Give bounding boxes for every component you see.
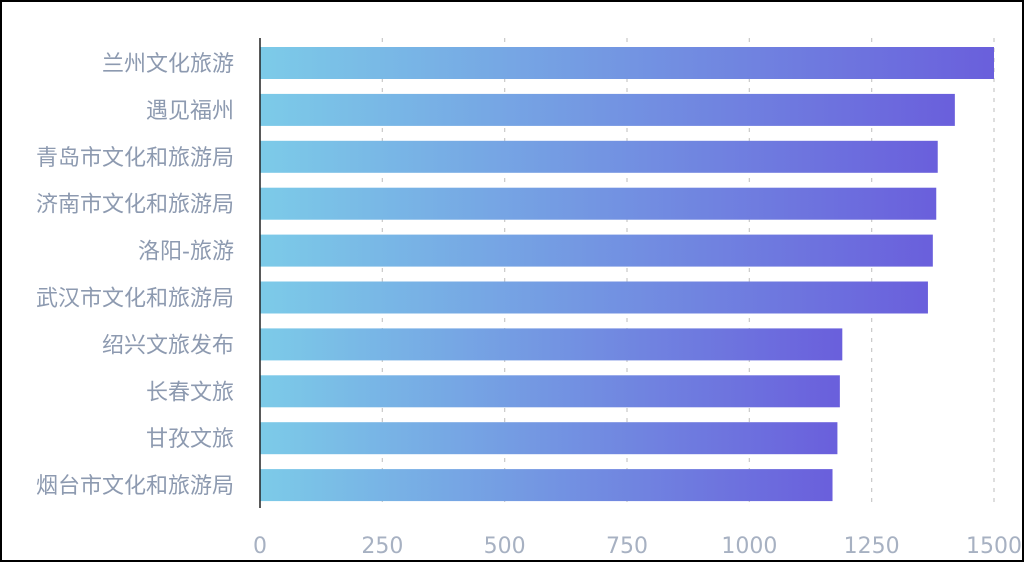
bar-layer bbox=[260, 47, 994, 502]
bar[interactable] bbox=[260, 234, 933, 267]
x-tick-layer: 0 250 500 750 1000 1250 1500 bbox=[253, 534, 1022, 559]
bar[interactable] bbox=[260, 328, 843, 361]
x-tick-label: 500 bbox=[484, 534, 526, 559]
bar[interactable] bbox=[260, 422, 838, 455]
category-label: 青岛市文化和旅游局 bbox=[36, 146, 234, 171]
category-label-layer: 兰州文化旅游遇见福州青岛市文化和旅游局济南市文化和旅游局洛阳-旅游武汉市文化和旅… bbox=[36, 52, 234, 499]
bar[interactable] bbox=[260, 281, 928, 314]
bar[interactable] bbox=[260, 47, 994, 79]
bar[interactable] bbox=[260, 375, 840, 408]
category-label: 洛阳-旅游 bbox=[138, 240, 234, 265]
x-tick-label: 0 bbox=[253, 534, 267, 559]
bar[interactable] bbox=[260, 93, 955, 126]
category-label: 遇见福州 bbox=[146, 99, 234, 124]
x-tick-label: 1500 bbox=[966, 534, 1022, 559]
bar[interactable] bbox=[260, 140, 938, 173]
category-label: 绍兴文旅发布 bbox=[102, 333, 234, 358]
x-tick-label: 1250 bbox=[844, 534, 900, 559]
bar[interactable] bbox=[260, 469, 833, 502]
category-label: 济南市文化和旅游局 bbox=[36, 193, 234, 218]
x-tick-label: 250 bbox=[361, 534, 403, 559]
category-label: 长春文旅 bbox=[146, 380, 234, 405]
category-label: 武汉市文化和旅游局 bbox=[36, 287, 234, 312]
x-tick-label: 1000 bbox=[721, 534, 777, 559]
bar[interactable] bbox=[260, 187, 937, 220]
x-tick-label: 750 bbox=[606, 534, 648, 559]
category-label: 兰州文化旅游 bbox=[102, 52, 234, 77]
category-label: 烟台市文化和旅游局 bbox=[36, 474, 234, 499]
category-label: 甘孜文旅 bbox=[146, 427, 234, 452]
